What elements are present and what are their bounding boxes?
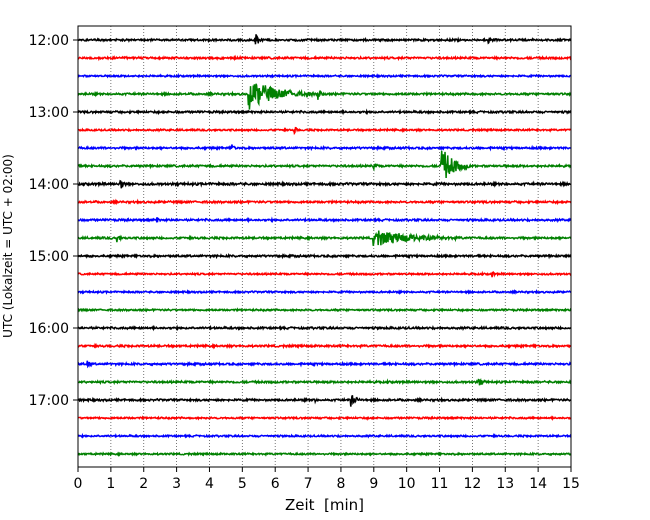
x-tick-label: 15 [562, 476, 580, 492]
x-tick-label: 7 [304, 476, 313, 492]
x-tick-label: 2 [139, 476, 148, 492]
trace-1300 [77, 108, 572, 116]
trace-1445 [77, 230, 572, 246]
y-tick-label: 14:00 [29, 177, 69, 193]
plot-frame [77, 25, 572, 468]
trace-1630 [77, 360, 572, 369]
y-axis-ticks: 12:00 13:00 14:00 15:00 16:00 17:00 [29, 33, 78, 409]
trace-1615 [77, 342, 572, 350]
y-tick-label: 15:00 [29, 249, 69, 265]
y-tick-label: 17:00 [29, 393, 69, 409]
x-tick-label: 1 [106, 476, 115, 492]
x-tick-label: 10 [398, 476, 416, 492]
trace-1645 [77, 378, 572, 386]
x-tick-label: 11 [431, 476, 449, 492]
trace-1545 [77, 307, 572, 313]
trace-1200 [77, 34, 572, 45]
x-tick-label: 9 [369, 476, 378, 492]
trace-1600 [77, 324, 572, 332]
trace-1315 [77, 126, 572, 136]
trace-1730 [77, 432, 572, 439]
x-tick-label: 12 [463, 476, 481, 492]
traces-layer [77, 34, 572, 458]
x-axis-label: Zeit [min] [285, 496, 364, 514]
trace-1745 [77, 451, 572, 458]
x-tick-label: 13 [496, 476, 514, 492]
x-tick-label: 14 [529, 476, 547, 492]
x-tick-label: 4 [205, 476, 214, 492]
trace-1515 [77, 270, 572, 278]
trace-1400 [77, 179, 572, 189]
y-axis-label: UTC (Lokalzeit = UTC + 02:00) [1, 154, 15, 338]
trace-1430 [77, 216, 572, 224]
x-tick-label: 8 [336, 476, 345, 492]
y-tick-label: 12:00 [29, 33, 69, 49]
y-tick-label: 16:00 [29, 321, 69, 337]
x-tick-label: 3 [172, 476, 181, 492]
x-tick-label: 0 [74, 476, 83, 492]
trace-1500 [77, 252, 572, 260]
trace-1230 [77, 72, 572, 79]
trace-1345 [77, 150, 572, 178]
trace-1330 [77, 144, 572, 152]
x-tick-label: 5 [238, 476, 247, 492]
trace-1215 [77, 54, 572, 62]
trace-1415 [77, 198, 572, 206]
trace-1700 [77, 394, 572, 407]
y-tick-label: 13:00 [29, 105, 69, 121]
trace-1530 [77, 288, 572, 295]
x-tick-label: 6 [271, 476, 280, 492]
trace-1245 [77, 83, 572, 110]
x-axis-ticks: 0 1 2 3 4 5 6 7 8 9 10 11 12 13 14 15 [74, 467, 580, 492]
trace-1715 [77, 415, 572, 421]
